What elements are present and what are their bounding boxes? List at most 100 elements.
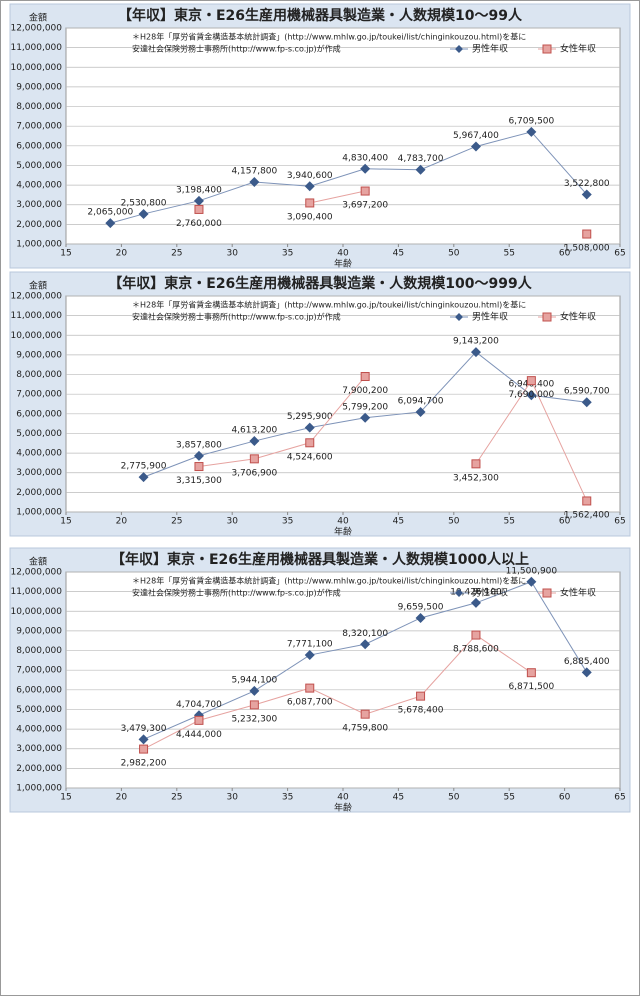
- female-marker: [526, 376, 536, 386]
- y-tick-label: 4,000,000: [16, 181, 62, 191]
- female-marker: [582, 229, 592, 239]
- legend-label: 女性年収: [560, 43, 596, 55]
- x-tick-label: 15: [60, 517, 71, 527]
- male-marker: [304, 422, 315, 433]
- y-tick-label: 1,000,000: [16, 784, 62, 794]
- x-tick-label: 55: [503, 249, 514, 259]
- data-label: 7,771,100: [287, 640, 333, 650]
- y-axis-label: 金額: [29, 12, 47, 24]
- chart-title: 【年収】東京・E26生産用機械器具製造業・人数規模10～99人: [118, 7, 523, 24]
- data-label: 4,830,400: [342, 153, 388, 163]
- data-label: 1,508,000: [564, 244, 610, 254]
- series-line: [143, 634, 532, 750]
- data-label: 7,900,200: [342, 386, 388, 396]
- y-tick-label: 6,000,000: [16, 409, 62, 419]
- x-tick-label: 35: [282, 517, 293, 527]
- data-label: 6,087,700: [287, 698, 333, 708]
- data-label: 8,320,100: [342, 629, 388, 639]
- male-marker: [304, 181, 315, 192]
- data-label: 9,659,500: [398, 602, 444, 612]
- data-label: 2,775,900: [121, 462, 167, 472]
- x-tick-label: 50: [448, 249, 460, 259]
- male-marker: [360, 412, 371, 423]
- data-label: 2,982,200: [121, 759, 167, 769]
- source-note: 安達社会保険労務士事務所(http://www.fp-s.co.jp)が作成: [132, 44, 341, 54]
- y-tick-label: 4,000,000: [16, 449, 62, 459]
- x-tick-label: 35: [282, 249, 293, 259]
- y-tick-label: 5,000,000: [16, 705, 62, 715]
- x-tick-label: 45: [393, 793, 404, 803]
- data-label: 6,871,500: [508, 682, 554, 692]
- y-tick-label: 7,000,000: [16, 122, 62, 132]
- x-tick-label: 65: [614, 793, 625, 803]
- series-line: [110, 131, 588, 224]
- y-tick-label: 11,000,000: [10, 587, 62, 597]
- male-marker: [415, 612, 426, 623]
- x-tick-label: 55: [503, 517, 514, 527]
- x-tick-label: 65: [614, 249, 625, 259]
- male-marker: [526, 576, 537, 587]
- plot-area: [65, 295, 621, 513]
- female-marker: [360, 372, 370, 382]
- male-marker: [470, 597, 481, 608]
- y-tick-label: 9,000,000: [16, 350, 62, 360]
- y-tick-label: 10,000,000: [10, 607, 62, 617]
- male-marker: [415, 406, 426, 417]
- male-marker: [415, 164, 426, 175]
- data-label: 4,157,800: [231, 166, 277, 176]
- y-tick-label: 5,000,000: [16, 429, 62, 439]
- y-tick-label: 3,000,000: [16, 200, 62, 210]
- y-tick-label: 1,000,000: [16, 240, 62, 250]
- female-marker: [194, 204, 204, 214]
- data-label: 3,857,800: [176, 440, 222, 450]
- male-marker: [304, 650, 315, 661]
- female-marker: [582, 496, 592, 506]
- male-marker: [470, 347, 481, 358]
- legend-label: 男性年収: [472, 43, 508, 55]
- y-tick-label: 6,000,000: [16, 685, 62, 695]
- y-tick-label: 1,000,000: [16, 508, 62, 518]
- male-marker: [360, 639, 371, 650]
- y-tick-label: 9,000,000: [16, 82, 62, 92]
- data-label: 2,530,800: [121, 198, 167, 208]
- male-marker: [581, 189, 592, 200]
- x-tick-label: 25: [171, 517, 182, 527]
- source-note: ＊H28年「厚労省賃金構造基本統計調査」(http://www.mhlw.go.…: [132, 576, 526, 586]
- y-tick-label: 12,000,000: [10, 292, 62, 302]
- legend-marker: [542, 312, 552, 322]
- x-tick-label: 30: [226, 793, 238, 803]
- x-tick-label: 25: [171, 249, 182, 259]
- y-tick-label: 12,000,000: [10, 24, 62, 34]
- x-tick-label: 20: [116, 793, 128, 803]
- x-tick-label: 25: [171, 793, 182, 803]
- y-tick-label: 3,000,000: [16, 744, 62, 754]
- x-tick-label: 40: [337, 249, 349, 259]
- y-tick-label: 6,000,000: [16, 141, 62, 151]
- data-label: 11,500,900: [506, 566, 558, 576]
- data-label: 3,706,900: [231, 468, 277, 478]
- x-axis-label: 年齢: [334, 258, 352, 270]
- data-label: 3,940,600: [287, 171, 333, 181]
- data-label: 5,944,100: [231, 675, 277, 685]
- male-marker: [249, 176, 260, 187]
- data-label: 3,452,300: [453, 473, 499, 483]
- x-tick-label: 55: [503, 793, 514, 803]
- male-marker: [193, 450, 204, 461]
- data-label: 3,522,800: [564, 179, 610, 189]
- data-label: 6,590,700: [564, 387, 610, 397]
- x-tick-label: 35: [282, 793, 293, 803]
- x-tick-label: 65: [614, 517, 625, 527]
- data-label: 3,198,400: [176, 185, 222, 195]
- data-label: 8,788,600: [453, 645, 499, 655]
- data-label: 7,690,000: [508, 390, 554, 400]
- data-label: 5,295,900: [287, 412, 333, 422]
- female-marker: [416, 691, 426, 701]
- x-tick-label: 60: [559, 517, 571, 527]
- y-tick-label: 12,000,000: [10, 568, 62, 578]
- female-marker: [471, 459, 481, 469]
- y-tick-label: 2,000,000: [16, 220, 62, 230]
- data-label: 3,090,400: [287, 212, 333, 222]
- x-tick-label: 15: [60, 249, 71, 259]
- x-tick-label: 40: [337, 793, 349, 803]
- female-marker: [139, 744, 149, 754]
